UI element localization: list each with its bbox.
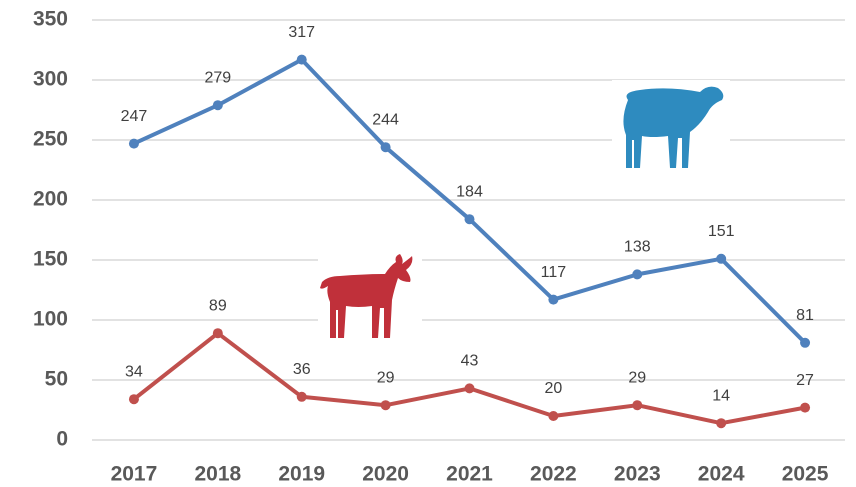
data-label: 244 bbox=[372, 111, 399, 128]
data-label: 27 bbox=[796, 372, 814, 389]
data-point bbox=[800, 337, 811, 348]
data-label: 151 bbox=[708, 223, 735, 240]
sheep-icon bbox=[612, 80, 730, 175]
data-label: 36 bbox=[293, 361, 311, 378]
data-label: 317 bbox=[288, 24, 315, 41]
x-tick-label: 2017 bbox=[111, 463, 158, 486]
data-label: 81 bbox=[796, 307, 814, 324]
y-tick-label: 250 bbox=[33, 128, 68, 151]
data-point bbox=[380, 142, 391, 153]
data-point bbox=[716, 253, 727, 264]
grid-layer bbox=[92, 19, 845, 441]
y-tick-label: 350 bbox=[33, 8, 68, 31]
x-tick-label: 2020 bbox=[362, 463, 409, 486]
data-label: 14 bbox=[712, 387, 730, 404]
x-tick-label: 2022 bbox=[530, 463, 577, 486]
data-label: 43 bbox=[461, 353, 479, 370]
x-tick-label: 2019 bbox=[278, 463, 325, 486]
data-point bbox=[464, 214, 475, 225]
y-tick-label: 200 bbox=[33, 188, 68, 211]
y-tick-label: 0 bbox=[56, 428, 68, 451]
data-point bbox=[212, 100, 223, 111]
data-label: 279 bbox=[204, 69, 231, 86]
data-label: 34 bbox=[125, 363, 143, 380]
data-point bbox=[128, 138, 139, 149]
data-label: 247 bbox=[121, 108, 148, 125]
data-label: 117 bbox=[541, 264, 567, 281]
x-tick-label: 2021 bbox=[446, 463, 493, 486]
data-point bbox=[464, 383, 475, 394]
data-point bbox=[128, 394, 139, 405]
data-label: 138 bbox=[624, 239, 651, 256]
data-label: 20 bbox=[544, 380, 562, 397]
x-tick-label: 2025 bbox=[782, 463, 829, 486]
data-label: 184 bbox=[456, 183, 483, 200]
y-tick-label: 100 bbox=[33, 308, 68, 331]
y-tick-label: 150 bbox=[33, 248, 68, 271]
data-label: 29 bbox=[628, 369, 646, 386]
x-tick-label: 2024 bbox=[698, 463, 745, 486]
x-tick-label: 2018 bbox=[194, 463, 241, 486]
goat-shape bbox=[320, 254, 413, 338]
data-point bbox=[548, 411, 559, 421]
y-tick-label: 300 bbox=[33, 68, 68, 91]
data-point bbox=[800, 402, 811, 413]
data-label: 89 bbox=[209, 297, 227, 314]
data-point bbox=[296, 391, 307, 402]
series-line bbox=[132, 331, 806, 426]
data-point bbox=[296, 54, 307, 65]
x-tick-label: 2023 bbox=[614, 463, 661, 486]
data-point bbox=[380, 400, 391, 411]
data-label: 29 bbox=[377, 369, 395, 386]
data-point bbox=[632, 400, 643, 411]
data-point bbox=[716, 418, 727, 429]
data-point bbox=[632, 269, 643, 280]
data-point bbox=[548, 294, 559, 305]
sheep-shape bbox=[623, 86, 724, 168]
data-point bbox=[212, 328, 223, 339]
y-tick-label: 50 bbox=[45, 368, 68, 391]
goat-icon bbox=[318, 250, 422, 345]
